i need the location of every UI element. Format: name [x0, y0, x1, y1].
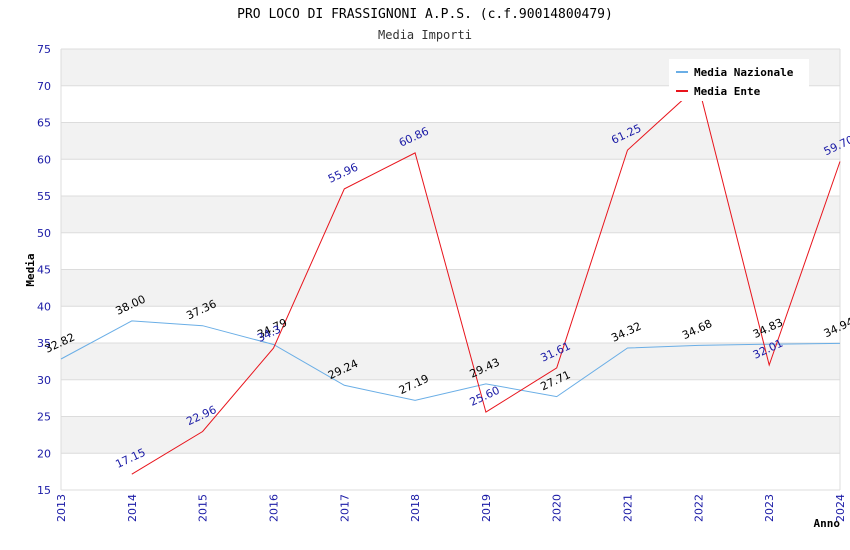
- plot-band: [61, 269, 840, 307]
- legend-entry: Media Nazionale: [694, 66, 794, 79]
- series-line-media-nazionale: [60, 320, 841, 401]
- plot-band: [61, 343, 840, 380]
- y-tick-label: 65: [37, 117, 51, 130]
- legend-entry: Media Ente: [694, 85, 761, 98]
- chart-subtitle: Media Importi: [378, 28, 472, 42]
- x-tick-label: 2021: [622, 494, 635, 522]
- plot-band: [61, 159, 840, 196]
- plot-band: [61, 306, 840, 343]
- x-tick-label: 2019: [480, 494, 493, 522]
- plot-band: [61, 416, 840, 454]
- plot-band: [61, 379, 840, 417]
- x-tick-label: 2014: [126, 494, 139, 522]
- y-tick-label: 20: [37, 447, 51, 460]
- legend-box: [669, 59, 809, 101]
- x-axis-ticks: 2013 2014 2015 2016 2017 2018 2019 2020 2021 2022…: [55, 494, 847, 522]
- x-tick-label: 2020: [551, 494, 564, 522]
- y-tick-label: 75: [37, 43, 51, 56]
- x-tick-label: 2024: [834, 494, 847, 522]
- plot-band: [61, 196, 840, 233]
- x-tick-label: 2023: [763, 494, 776, 522]
- y-tick-label: 60: [37, 153, 51, 166]
- series-line-media-ente: [131, 84, 841, 475]
- x-tick-label: 2022: [692, 494, 705, 522]
- x-tick-label: 2017: [338, 494, 351, 522]
- plot-band: [61, 453, 840, 490]
- y-tick-label: 50: [37, 227, 51, 240]
- x-tick-label: 2018: [409, 494, 422, 522]
- y-tick-label: 35: [37, 337, 51, 350]
- legend: Media Nazionale Media Ente: [669, 59, 809, 101]
- y-tick-label: 40: [37, 300, 51, 313]
- x-tick-label: 2013: [55, 494, 68, 522]
- y-tick-label: 30: [37, 374, 51, 387]
- y-axis-label: Media: [24, 253, 37, 286]
- y-tick-label: 55: [37, 190, 51, 203]
- x-tick-label: 2015: [197, 494, 210, 522]
- x-axis-label: Anno: [814, 517, 841, 530]
- x-tick-label: 2016: [267, 494, 280, 522]
- series-lines: [60, 84, 841, 475]
- y-axis-ticks: 15 20 25 30 35 40 45 50 55 60 65 70 75: [37, 43, 51, 497]
- plot-band: [61, 122, 840, 160]
- chart-title: PRO LOCO DI FRASSIGNONI A.P.S. (c.f.9001…: [237, 7, 613, 22]
- y-tick-label: 25: [37, 411, 51, 424]
- y-tick-label: 45: [37, 264, 51, 277]
- gridlines: [60, 48, 841, 491]
- plot-band: [61, 232, 840, 270]
- y-tick-label: 70: [37, 80, 51, 93]
- y-tick-label: 15: [37, 484, 51, 497]
